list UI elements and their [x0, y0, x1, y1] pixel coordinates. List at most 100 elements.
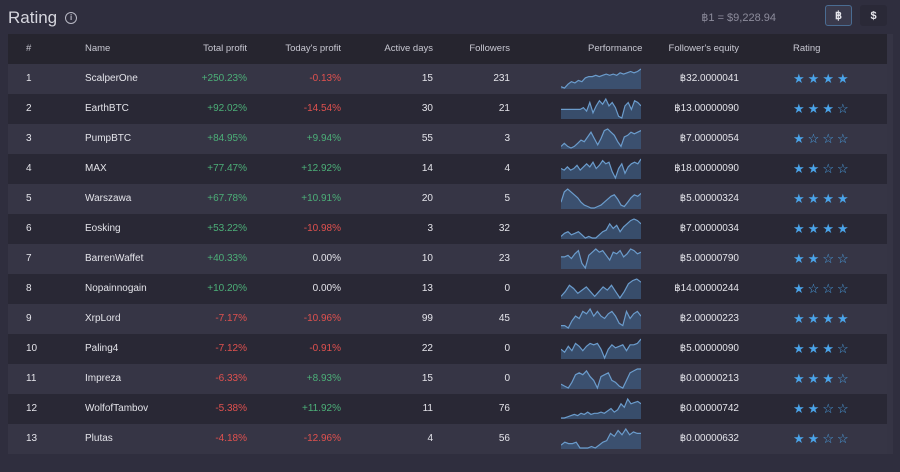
table-row[interactable]: 5 Warszawa +67.78% +10.91% 20 5 ฿5.00000… — [8, 184, 887, 214]
trader-name[interactable]: Paling4 — [85, 343, 119, 354]
page-title: Rating i — [8, 8, 78, 28]
column-header-total-profit[interactable]: Total profit — [203, 43, 247, 54]
followers-cell: 3 — [504, 133, 510, 144]
star-empty-icon: ☆ — [822, 431, 834, 446]
column-header-rating[interactable]: Rating — [793, 43, 821, 54]
table-row[interactable]: 3 PumpBTC +84.95% +9.94% 55 3 ฿7.0000005… — [8, 124, 887, 154]
trader-name[interactable]: BarrenWaffet — [85, 253, 144, 264]
table-body: 1 ScalperOne +250.23% -0.13% 15 231 ฿32.… — [8, 64, 887, 454]
total-profit-cell: +250.23% — [201, 73, 247, 84]
trader-name[interactable]: Nopainnogain — [85, 283, 147, 294]
trader-name[interactable]: Eosking — [85, 223, 121, 234]
trader-name[interactable]: Plutas — [85, 433, 113, 444]
star-empty-icon: ☆ — [822, 401, 834, 416]
followers-cell: 32 — [498, 223, 510, 234]
star-filled-icon: ★ — [793, 311, 805, 326]
trader-name[interactable]: PumpBTC — [85, 133, 132, 144]
rank-cell: 5 — [26, 193, 32, 204]
trader-name[interactable]: MAX — [85, 163, 107, 174]
table-row[interactable]: 2 EarthBTC +92.02% -14.54% 30 21 ฿13.000… — [8, 94, 887, 124]
column-header-performance[interactable]: Performance — [588, 43, 643, 54]
table-row[interactable]: 12 WolfofTambov -5.38% +11.92% 11 76 ฿0.… — [8, 394, 887, 424]
exchange-rate: ฿1 = $9,228.94 — [701, 12, 776, 24]
followers-equity-cell: ฿2.00000223 — [679, 313, 739, 324]
trader-name[interactable]: WolfofTambov — [85, 403, 149, 414]
rating-stars: ★ ☆ ☆ ☆ — [793, 274, 852, 304]
star-filled-icon: ★ — [836, 221, 849, 236]
total-profit-cell: -5.38% — [215, 403, 247, 414]
table-row[interactable]: 11 Impreza -6.33% +8.93% 15 0 ฿0.0000021… — [8, 364, 887, 394]
followers-equity-cell: ฿5.00000790 — [679, 253, 739, 264]
star-empty-icon: ☆ — [822, 161, 834, 176]
followers-equity-cell: ฿0.00000213 — [679, 373, 739, 384]
followers-cell: 56 — [498, 433, 510, 444]
star-filled-icon: ★ — [793, 341, 805, 356]
active-days-cell: 4 — [427, 433, 433, 444]
todays-profit-cell: -14.54% — [303, 103, 341, 114]
performance-sparkline — [561, 127, 643, 151]
star-filled-icon: ★ — [822, 101, 834, 116]
star-empty-icon: ☆ — [836, 131, 849, 146]
star-filled-icon: ★ — [822, 221, 834, 236]
star-empty-icon: ☆ — [822, 251, 834, 266]
star-filled-icon: ★ — [807, 161, 820, 176]
active-days-cell: 11 — [422, 403, 433, 414]
total-profit-cell: +67.78% — [207, 193, 247, 204]
followers-equity-cell: ฿7.00000034 — [679, 223, 739, 234]
btc-currency-button[interactable]: ฿ — [825, 5, 852, 26]
sparkline-area — [561, 339, 641, 359]
followers-equity-cell: ฿13.00000090 — [674, 103, 739, 114]
todays-profit-cell: 0.00% — [312, 283, 341, 294]
table-row[interactable]: 9 XrpLord -7.17% -10.96% 99 45 ฿2.000002… — [8, 304, 887, 334]
column-header-rank[interactable]: # — [26, 43, 32, 54]
column-header-followers-equity[interactable]: Follower's equity — [668, 43, 739, 54]
todays-profit-cell: -0.91% — [309, 343, 341, 354]
table-row[interactable]: 8 Nopainnogain +10.20% 0.00% 13 0 ฿14.00… — [8, 274, 887, 304]
star-filled-icon: ★ — [793, 401, 805, 416]
star-empty-icon: ☆ — [822, 281, 834, 296]
star-filled-icon: ★ — [793, 71, 805, 86]
table-row[interactable]: 1 ScalperOne +250.23% -0.13% 15 231 ฿32.… — [8, 64, 887, 94]
sparkline-area — [561, 279, 641, 299]
active-days-cell: 3 — [427, 223, 433, 234]
scrollbar[interactable] — [887, 34, 893, 454]
rating-stars: ★ ★ ★ ☆ — [793, 94, 852, 124]
followers-equity-cell: ฿14.00000244 — [674, 283, 739, 294]
trader-name[interactable]: Warszawa — [85, 193, 132, 204]
info-icon[interactable]: i — [65, 12, 78, 24]
column-header-active-days[interactable]: Active days — [384, 43, 433, 54]
usd-currency-button[interactable]: $ — [860, 5, 887, 26]
trader-name[interactable]: EarthBTC — [85, 103, 129, 114]
column-header-name[interactable]: Name — [85, 43, 111, 54]
performance-sparkline — [561, 427, 643, 451]
trader-name[interactable]: Impreza — [85, 373, 122, 384]
active-days-cell: 22 — [421, 343, 433, 354]
star-filled-icon: ★ — [807, 191, 820, 206]
rank-cell: 6 — [26, 223, 32, 234]
followers-cell: 23 — [498, 253, 510, 264]
followers-equity-cell: ฿32.0000041 — [679, 73, 739, 84]
table-row[interactable]: 7 BarrenWaffet +40.33% 0.00% 10 23 ฿5.00… — [8, 244, 887, 274]
trader-name[interactable]: XrpLord — [85, 313, 121, 324]
column-header-todays-profit[interactable]: Today's profit — [285, 43, 341, 54]
table-row[interactable]: 4 MAX +77.47% +12.92% 14 4 ฿18.00000090 … — [8, 154, 887, 184]
performance-sparkline — [561, 397, 643, 421]
table-row[interactable]: 6 Eosking +53.22% -10.98% 3 32 ฿7.000000… — [8, 214, 887, 244]
rank-cell: 8 — [26, 283, 32, 294]
table-row[interactable]: 13 Plutas -4.18% -12.96% 4 56 ฿0.0000063… — [8, 424, 887, 454]
active-days-cell: 30 — [421, 103, 433, 114]
star-filled-icon: ★ — [793, 281, 805, 296]
total-profit-cell: +10.20% — [207, 283, 247, 294]
column-header-followers[interactable]: Followers — [469, 43, 510, 54]
star-empty-icon: ☆ — [836, 101, 849, 116]
star-empty-icon: ☆ — [836, 161, 849, 176]
sparkline-area — [561, 309, 641, 329]
sparkline-line — [561, 218, 641, 239]
trader-name[interactable]: ScalperOne — [85, 73, 138, 84]
active-days-cell: 15 — [421, 73, 433, 84]
rank-cell: 12 — [26, 403, 38, 414]
todays-profit-cell: -0.13% — [309, 73, 341, 84]
table-row[interactable]: 10 Paling4 -7.12% -0.91% 22 0 ฿5.0000009… — [8, 334, 887, 364]
star-filled-icon: ★ — [822, 371, 834, 386]
rating-stars: ★ ★ ★ ★ — [793, 304, 852, 334]
